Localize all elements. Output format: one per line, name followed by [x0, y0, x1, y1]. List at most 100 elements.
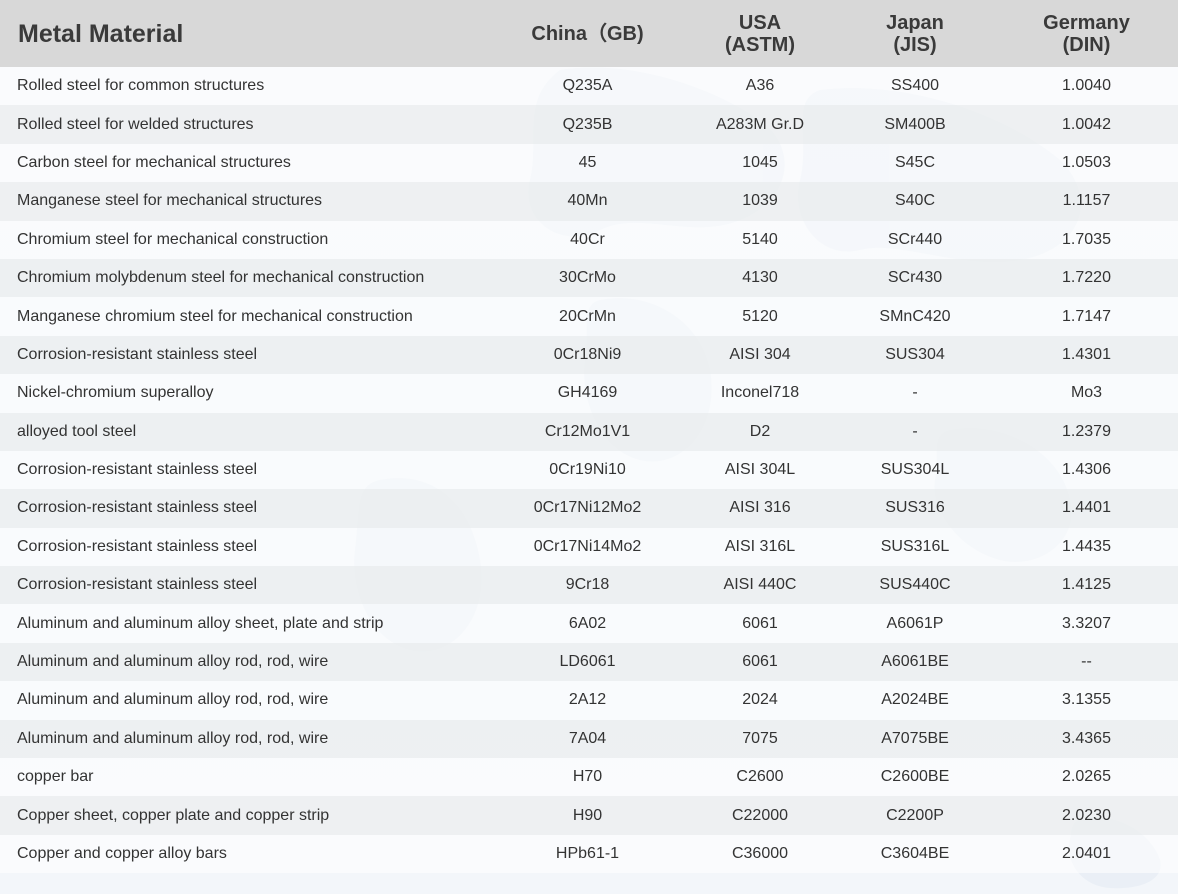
cell-material-name: Manganese chromium steel for mechanical … [0, 297, 490, 336]
cell-usa-astm: AISI 304 [685, 335, 835, 375]
cell-material-name: Carbon steel for mechanical structures [0, 143, 490, 183]
table-row: Rolled steel for welded structures Q235B A… [0, 105, 1178, 144]
table-row: alloyed tool steel Cr12Mo1V1 D2-1.2379 [0, 412, 1178, 451]
cell-japan-jis: - [835, 374, 995, 413]
cell-japan-jis: A2024BE [835, 681, 995, 720]
cell-china-gb: 20CrMn [490, 297, 685, 336]
cell-usa-astm: 1045 [685, 143, 835, 183]
table-row: Carbon steel for mechanical structures 45… [0, 143, 1178, 183]
cell-germany-din: 1.0040 [995, 67, 1178, 106]
table-row: Corrosion-resistant stainless steel 0Cr19… [0, 450, 1178, 490]
cell-usa-astm: 1039 [685, 182, 835, 221]
cell-material-name: Copper and copper alloy bars [0, 834, 490, 874]
cell-germany-din: 2.0230 [995, 796, 1178, 835]
cell-china-gb: 0Cr17Ni14Mo2 [490, 527, 685, 567]
cell-china-gb: 0Cr18Ni9 [490, 335, 685, 375]
table-header-row: Metal Material China（GB) USA (ASTM) Japa… [0, 0, 1178, 67]
cell-china-gb: 2A12 [490, 681, 685, 720]
cell-germany-din: 1.1157 [995, 182, 1178, 221]
cell-usa-astm: AISI 316L [685, 527, 835, 567]
cell-japan-jis: C2200P [835, 796, 995, 835]
cell-germany-din: 1.0503 [995, 143, 1178, 183]
cell-usa-astm: C22000 [685, 796, 835, 835]
cell-china-gb: Cr12Mo1V1 [490, 412, 685, 451]
cell-germany-din: 1.7220 [995, 258, 1178, 298]
cell-china-gb: GH4169 [490, 374, 685, 413]
table-body: Rolled steel for common structures Q235A A… [0, 67, 1178, 874]
cell-china-gb: 40Cr [490, 220, 685, 259]
table-row: Chromium steel for mechanical constructi… [0, 220, 1178, 259]
table-row: Corrosion-resistant stainless steel 0Cr17… [0, 489, 1178, 528]
cell-china-gb: Q235A [490, 67, 685, 106]
table-row: Corrosion-resistant stainless steel 0Cr17… [0, 527, 1178, 567]
cell-material-name: copper bar [0, 758, 490, 797]
table-row: Aluminum and aluminum alloy rod, rod, wi… [0, 681, 1178, 720]
cell-germany-din: 3.4365 [995, 719, 1178, 759]
cell-material-name: Chromium steel for mechanical constructi… [0, 220, 490, 259]
cell-japan-jis: SUS316 [835, 489, 995, 528]
cell-japan-jis: SM400B [835, 105, 995, 144]
cell-japan-jis: SUS316L [835, 527, 995, 567]
table-row: Aluminum and aluminum alloy rod, rod, wi… [0, 719, 1178, 759]
cell-china-gb: 45 [490, 143, 685, 183]
header-china-gb: China（GB) [531, 22, 644, 45]
cell-japan-jis: - [835, 412, 995, 451]
cell-japan-jis: A7075BE [835, 719, 995, 759]
cell-germany-din: 1.2379 [995, 412, 1178, 451]
cell-usa-astm: 5140 [685, 220, 835, 259]
cell-usa-astm: 6061 [685, 642, 835, 682]
cell-material-name: Aluminum and aluminum alloy rod, rod, wi… [0, 681, 490, 720]
cell-usa-astm: 4130 [685, 258, 835, 298]
cell-material-name: Aluminum and aluminum alloy rod, rod, wi… [0, 642, 490, 682]
cell-china-gb: H70 [490, 758, 685, 797]
cell-germany-din: -- [995, 642, 1178, 682]
header-germany-din: Germany (DIN) [1043, 11, 1130, 56]
header-japan-jis: Japan (JIS) [886, 11, 944, 56]
cell-material-name: alloyed tool steel [0, 412, 490, 451]
table-row: Chromium molybdenum steel for mechanical… [0, 258, 1178, 298]
cell-china-gb: 9Cr18 [490, 566, 685, 605]
cell-material-name: Chromium molybdenum steel for mechanical… [0, 258, 490, 298]
cell-germany-din: 1.4401 [995, 489, 1178, 528]
cell-usa-astm: 2024 [685, 681, 835, 720]
cell-china-gb: LD6061 [490, 642, 685, 682]
table-row: Corrosion-resistant stainless steel 9Cr18… [0, 566, 1178, 605]
cell-germany-din: 3.1355 [995, 681, 1178, 720]
cell-germany-din: 1.4301 [995, 335, 1178, 375]
cell-usa-astm: AISI 316 [685, 489, 835, 528]
cell-material-name: Copper sheet, copper plate and copper st… [0, 796, 490, 835]
cell-material-name: Corrosion-resistant stainless steel [0, 566, 490, 605]
cell-material-name: Corrosion-resistant stainless steel [0, 450, 490, 490]
cell-germany-din: 1.4306 [995, 450, 1178, 490]
cell-usa-astm: AISI 304L [685, 450, 835, 490]
table-row: Manganese chromium steel for mechanical … [0, 297, 1178, 336]
cell-japan-jis: SUS440C [835, 566, 995, 605]
cell-material-name: Corrosion-resistant stainless steel [0, 335, 490, 375]
cell-japan-jis: SCr440 [835, 220, 995, 259]
cell-japan-jis: C2600BE [835, 758, 995, 797]
cell-usa-astm: C36000 [685, 834, 835, 874]
cell-china-gb: HPb61-1 [490, 834, 685, 874]
cell-japan-jis: S40C [835, 182, 995, 221]
table-row: Aluminum and aluminum alloy rod, rod, wi… [0, 642, 1178, 682]
cell-usa-astm: 7075 [685, 719, 835, 759]
cell-japan-jis: S45C [835, 143, 995, 183]
table-row: Rolled steel for common structures Q235A A… [0, 67, 1178, 106]
cell-china-gb: 7A04 [490, 719, 685, 759]
cell-germany-din: 1.7035 [995, 220, 1178, 259]
cell-usa-astm: 6061 [685, 604, 835, 643]
cell-material-name: Rolled steel for common structures [0, 67, 490, 106]
cell-japan-jis: C3604BE [835, 834, 995, 874]
table-row: Nickel-chromium superalloy GH4169 Inconel7… [0, 374, 1178, 413]
cell-germany-din: 1.7147 [995, 297, 1178, 336]
cell-china-gb: 6A02 [490, 604, 685, 643]
cell-usa-astm: AISI 440C [685, 566, 835, 605]
cell-china-gb: 0Cr17Ni12Mo2 [490, 489, 685, 528]
cell-material-name: Corrosion-resistant stainless steel [0, 527, 490, 567]
cell-usa-astm: 5120 [685, 297, 835, 336]
cell-japan-jis: A6061BE [835, 642, 995, 682]
cell-germany-din: Mo3 [995, 374, 1178, 413]
cell-china-gb: 30CrMo [490, 258, 685, 298]
cell-usa-astm: D2 [685, 412, 835, 451]
cell-japan-jis: A6061P [835, 604, 995, 643]
